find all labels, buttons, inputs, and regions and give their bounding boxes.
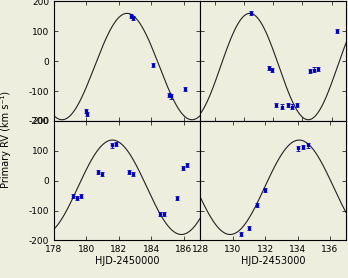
Text: Primary RV (km s⁻¹): Primary RV (km s⁻¹): [1, 90, 11, 188]
X-axis label: HJD-2453000: HJD-2453000: [241, 256, 306, 266]
X-axis label: HJD-2450000: HJD-2450000: [95, 256, 159, 266]
